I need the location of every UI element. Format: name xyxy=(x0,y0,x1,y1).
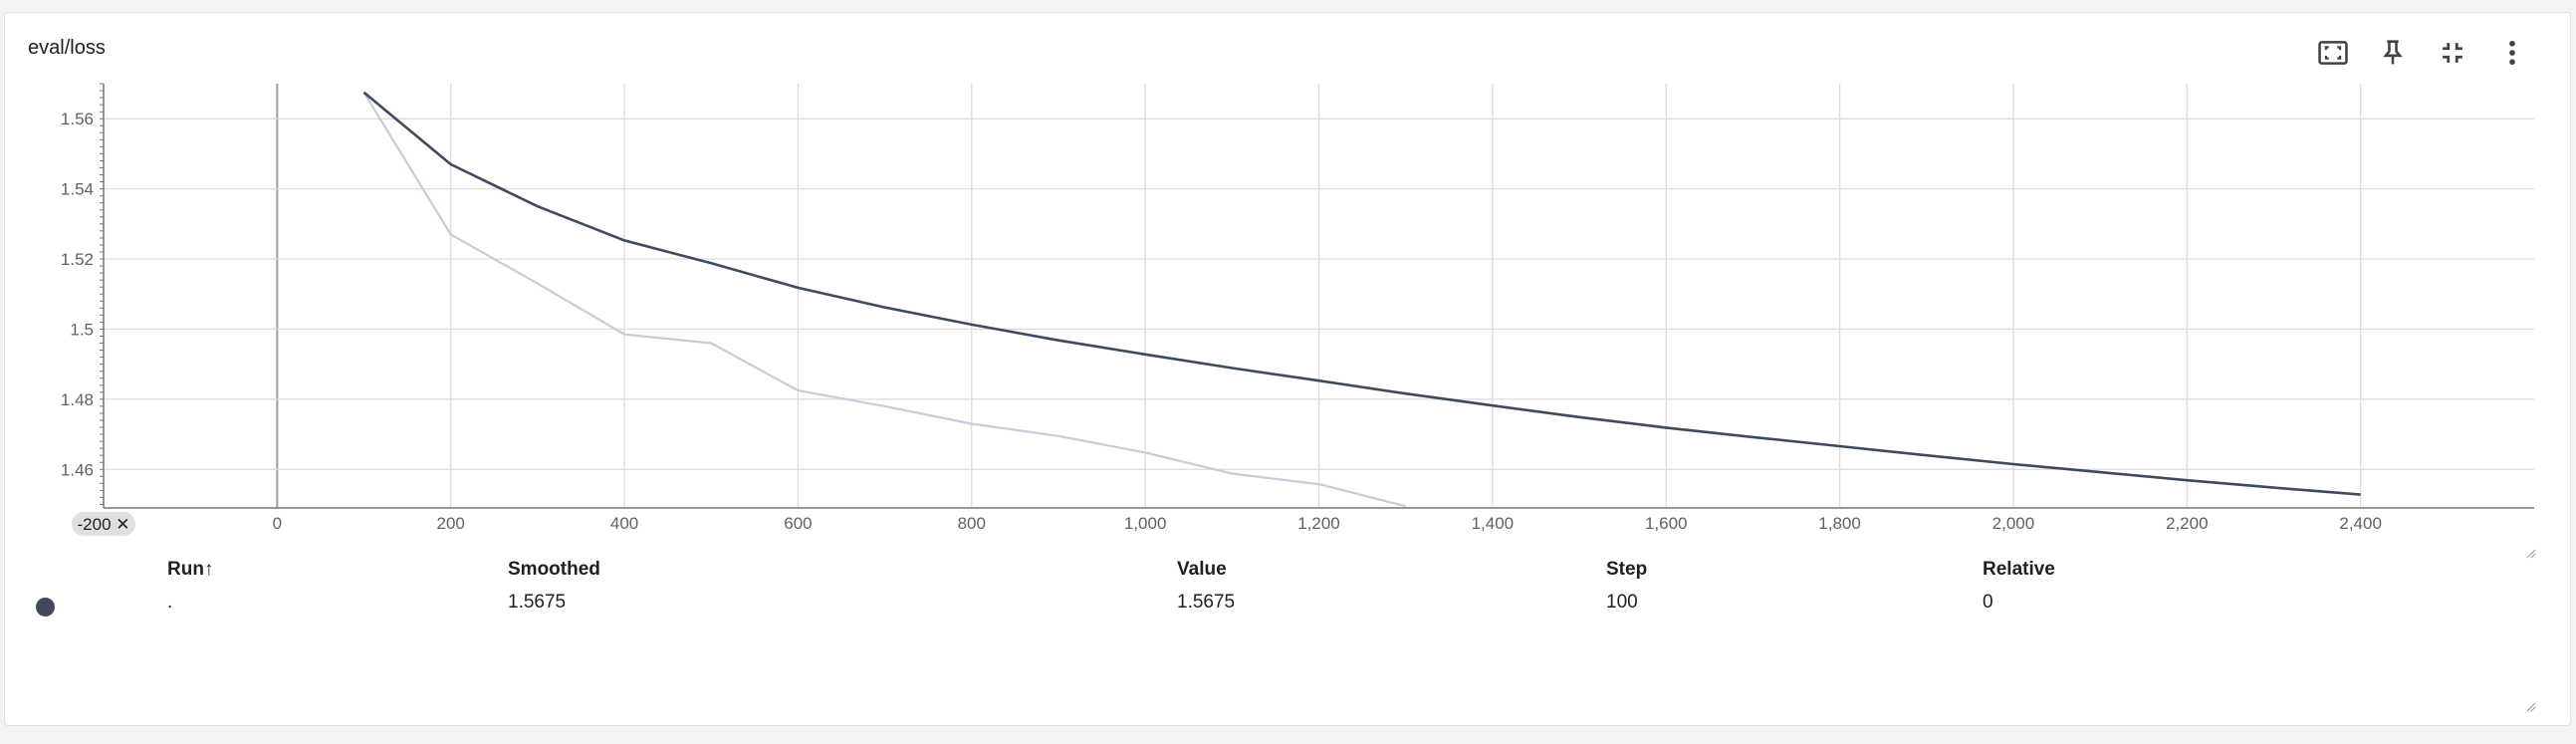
more-vert-icon xyxy=(2509,40,2515,66)
cell-value: 1.5675 xyxy=(1177,592,1236,613)
pin-icon xyxy=(2383,40,2403,65)
more-button[interactable] xyxy=(2492,33,2532,73)
x-tick-label: 2,000 xyxy=(1992,514,2035,533)
cell-step: 100 xyxy=(1606,592,1638,613)
column-header-smoothed[interactable]: Smoothed xyxy=(508,559,600,580)
column-header-relative[interactable]: Relative xyxy=(1983,559,2055,580)
fit-domain-button[interactable] xyxy=(2313,33,2353,73)
x-tick-label: 1,200 xyxy=(1297,514,1340,533)
x-tick-label: 1,600 xyxy=(1645,514,1688,533)
card-title: eval/loss xyxy=(28,37,106,59)
x-tick-label: 600 xyxy=(784,514,812,533)
y-tick-label: 1.56 xyxy=(61,110,94,128)
x-tick-label: 400 xyxy=(610,514,638,533)
pin-button[interactable] xyxy=(2373,33,2413,73)
x-tick-label: 1,400 xyxy=(1472,514,1515,533)
cell-smoothed: 1.5675 xyxy=(508,592,567,613)
axis-min-badge-label: -200 ✕ xyxy=(78,515,130,534)
line-chart[interactable]: 0 200 400 600 800 1,000 1,200 1,400 1,600 1,800 2,… xyxy=(0,0,2576,558)
series-line-raw xyxy=(362,92,1406,508)
cell-relative: 0 xyxy=(1983,592,1993,613)
table-resize-handle[interactable] xyxy=(2524,700,2536,712)
chart-resize-handle[interactable] xyxy=(2524,547,2536,559)
x-tick-label: 800 xyxy=(958,514,986,533)
y-tick-label: 1.48 xyxy=(61,390,94,409)
column-header-step[interactable]: Step xyxy=(1606,559,1648,580)
cell-run: . xyxy=(167,592,173,613)
y-tick-label: 1.5 xyxy=(70,320,94,339)
scalar-card: eval/loss Run↑ Smoothe xyxy=(4,12,2571,726)
card-toolbar xyxy=(2313,33,2532,73)
collapse-button[interactable] xyxy=(2433,33,2472,73)
x-tick-label: 2,400 xyxy=(2339,514,2382,533)
sort-ascending-icon: ↑ xyxy=(203,559,214,580)
x-tick-label: 1,000 xyxy=(1124,514,1167,533)
x-tick-label: 200 xyxy=(437,514,465,533)
x-tick-label: 2,200 xyxy=(2166,514,2209,533)
run-color-dot xyxy=(36,598,55,617)
y-tick-label: 1.46 xyxy=(61,460,94,479)
series-line-smoothed xyxy=(362,91,2361,496)
x-tick-label: 0 xyxy=(273,514,282,533)
column-header-value[interactable]: Value xyxy=(1177,559,1227,580)
collapse-icon xyxy=(2443,43,2462,63)
column-header-run[interactable]: Run↑ xyxy=(167,559,214,580)
y-tick-label: 1.52 xyxy=(61,250,94,269)
axis-min-badge[interactable] xyxy=(72,512,135,536)
x-tick-label: 1,800 xyxy=(1818,514,1861,533)
fit-domain-icon xyxy=(2318,41,2348,65)
y-tick-label: 1.54 xyxy=(61,180,94,199)
